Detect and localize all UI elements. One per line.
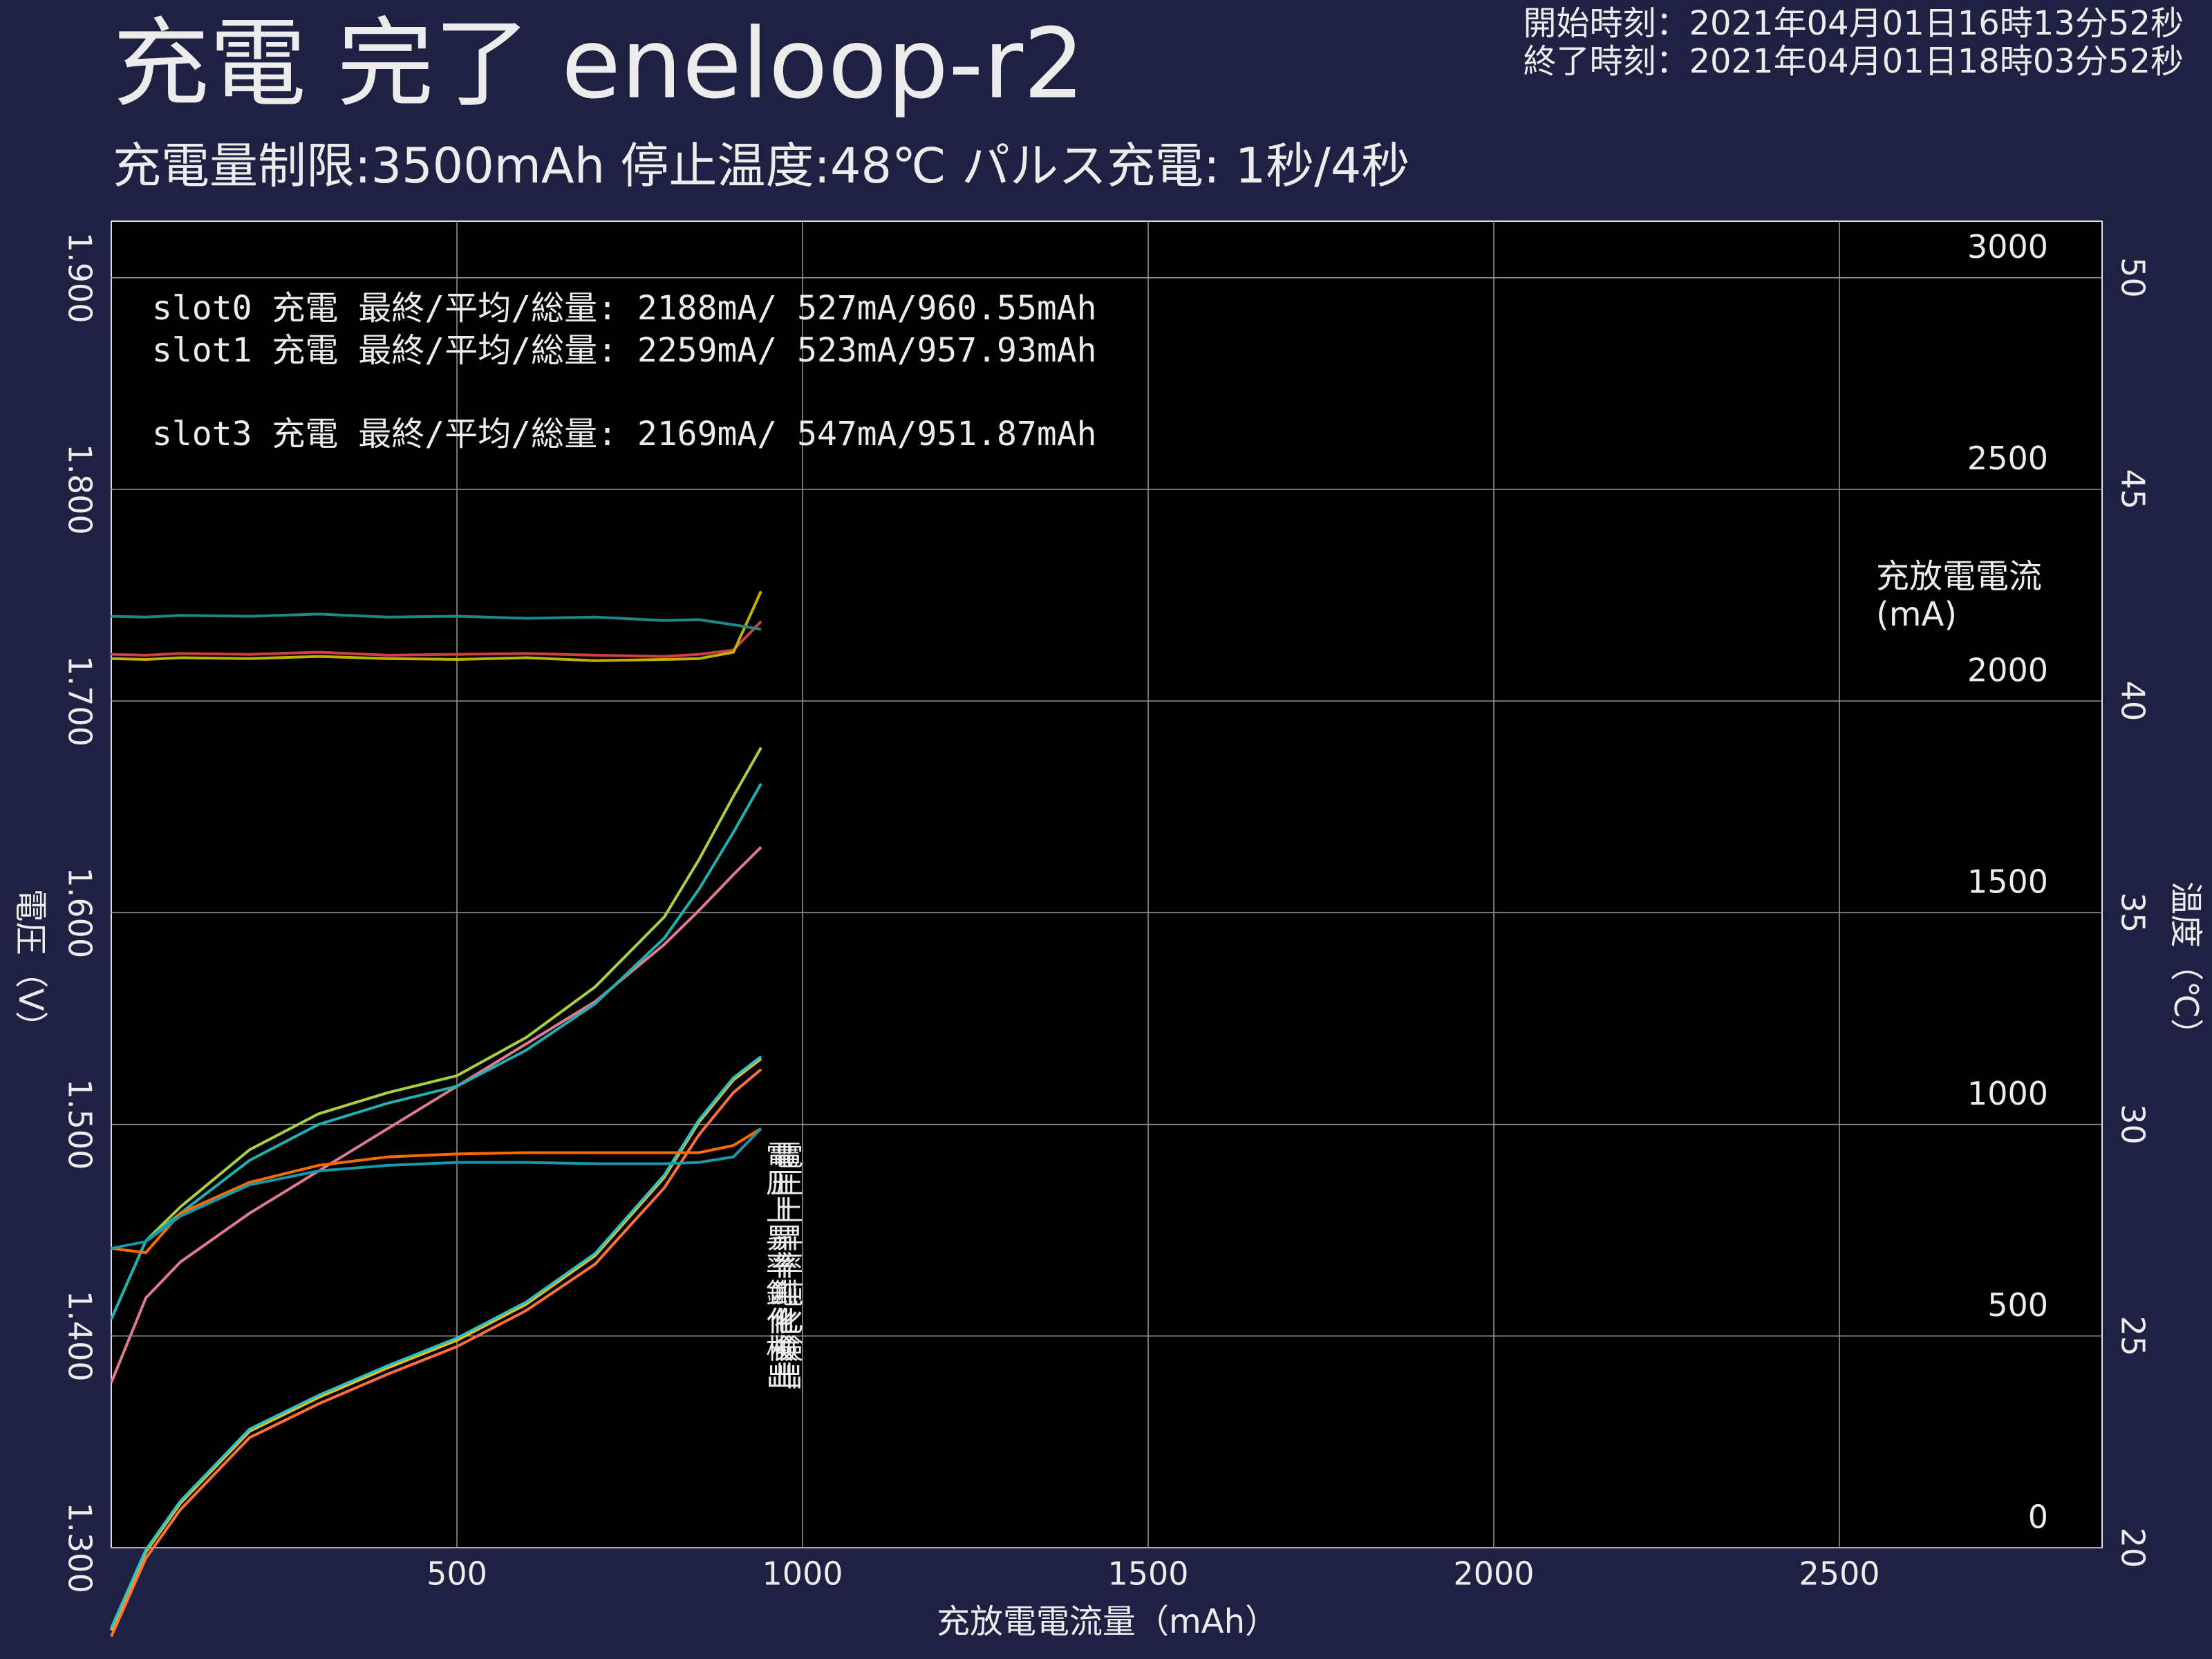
series-line — [111, 612, 762, 631]
event-label: 電圧上昇率鈍化検出 — [766, 1141, 798, 1389]
annotation: slot1 充電 最終/平均/総量: 2259mA/ 523mA/957.93m… — [152, 331, 1097, 370]
y-tick-label: 1.700 — [62, 655, 99, 747]
series-line — [110, 747, 762, 1320]
chart-subtitle: 充電量制限:3500mAh 停止温度:48℃ パルス充電: 1秒/4秒 — [113, 138, 1409, 194]
y2-axis-title: 充放電電流 — [1876, 557, 2042, 596]
series-line — [111, 1127, 762, 1250]
annotation: slot0 充電 最終/平均/総量: 2188mA/ 527mA/960.55m… — [152, 289, 1097, 328]
x-tick-label: 1500 — [1107, 1555, 1188, 1593]
y2-tick-label: 0 — [2028, 1499, 2048, 1536]
x-tick-label: 1000 — [762, 1555, 843, 1593]
y-tick-label: 1.500 — [62, 1079, 99, 1170]
x-tick-label: 2500 — [1799, 1555, 1880, 1593]
series-line — [111, 620, 762, 658]
y2-axis-unit: (mA) — [1876, 595, 1957, 634]
y3-tick-label: 30 — [2115, 1104, 2152, 1145]
x-axis-title: 充放電電流量（mAh） — [937, 1602, 1278, 1641]
y-tick-label: 1.400 — [62, 1291, 99, 1382]
y-tick-label: 1.800 — [62, 444, 99, 535]
y2-tick-label: 1500 — [1967, 863, 2048, 901]
y2-tick-label: 500 — [1987, 1286, 2048, 1324]
y3-tick-label: 40 — [2115, 681, 2152, 722]
x-tick-label: 500 — [427, 1555, 487, 1593]
plot-area — [111, 221, 2103, 1548]
y-tick-label: 1.300 — [62, 1502, 99, 1593]
y2-tick-label: 3000 — [1967, 228, 2048, 265]
annotation: slot3 充電 最終/平均/総量: 2169mA/ 547mA/951.87m… — [152, 415, 1097, 453]
series-line — [111, 1127, 762, 1255]
y2-tick-label: 1000 — [1967, 1075, 2048, 1112]
series-line — [110, 1068, 762, 1638]
y-tick-label: 1.900 — [62, 232, 99, 324]
y-tick-label: 1.600 — [62, 868, 99, 959]
end-time: 終了時刻：2021年04月01日18時03分52秒 — [1523, 42, 2184, 81]
y3-tick-label: 25 — [2115, 1315, 2152, 1356]
y3-tick-label: 20 — [2115, 1528, 2152, 1568]
x-tick-label: 2000 — [1453, 1555, 1534, 1593]
event-label: 電圧上昇率鈍化検出 — [771, 1141, 803, 1389]
series-line — [110, 1056, 762, 1629]
y3-tick-label: 45 — [2115, 469, 2152, 509]
series-line — [111, 590, 762, 662]
y3-tick-label: 50 — [2115, 257, 2152, 298]
chart-title: 充電 完了 eneloop-r2 — [113, 8, 1085, 121]
start-time: 開始時刻：2021年04月01日16時13分52秒 — [1523, 4, 2184, 43]
y-axis-title: 電圧（V） — [11, 889, 50, 1044]
y2-tick-label: 2000 — [1967, 651, 2048, 688]
y3-axis-title: 温度（℃） — [2166, 881, 2205, 1051]
y3-tick-label: 35 — [2115, 892, 2152, 933]
y2-tick-label: 2500 — [1967, 440, 2048, 477]
event-label: 電圧上昇率鈍化検出 — [761, 1141, 793, 1389]
